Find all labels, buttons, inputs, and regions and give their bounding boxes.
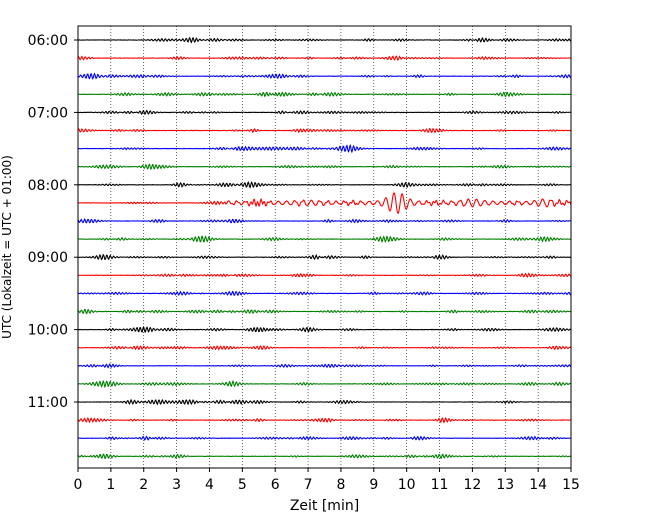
seismic-trace (77, 218, 572, 224)
x-axis-ticks: 0 1 2 3 4 5 6 7 8 9 10 11 12 13 14 15 (74, 468, 580, 493)
y-tick-label: 07:00 (28, 105, 68, 121)
y-tick-label: 10:00 (28, 323, 68, 339)
x-tick-label: 11 (431, 477, 449, 493)
x-tick-label: 12 (463, 477, 481, 493)
y-tick-label: 09:00 (28, 250, 68, 266)
x-tick-label: 2 (139, 477, 148, 493)
x-tick-label: 4 (205, 477, 214, 493)
seismic-trace (77, 398, 572, 406)
seismic-trace (77, 435, 572, 441)
x-tick-label: 3 (172, 477, 181, 493)
seismic-trace (77, 272, 572, 279)
seismic-trace (77, 417, 572, 424)
x-tick-label: 13 (496, 477, 514, 493)
seismic-traces (77, 36, 572, 460)
seismic-trace (77, 379, 572, 389)
x-tick-label: 9 (369, 477, 378, 493)
seismic-trace (77, 72, 572, 80)
seismic-trace (77, 143, 572, 154)
seismic-trace (77, 91, 572, 98)
seismic-trace (77, 363, 572, 369)
x-tick-label: 5 (238, 477, 247, 493)
x-tick-label: 6 (271, 477, 280, 493)
seismic-trace (77, 180, 572, 189)
x-tick-label: 0 (74, 477, 83, 493)
x-tick-label: 15 (562, 477, 580, 493)
seismic-trace (77, 326, 572, 333)
seismic-trace (77, 163, 572, 171)
x-tick-label: 8 (336, 477, 345, 493)
plot-frame (77, 25, 572, 469)
y-tick-label: 08:00 (28, 178, 68, 194)
x-tick-label: 1 (106, 477, 115, 493)
y-tick-label: 11:00 (28, 395, 68, 411)
seismic-trace (78, 36, 572, 44)
seismic-trace (77, 110, 572, 115)
seismic-trace (77, 345, 572, 351)
seismic-trace (77, 192, 572, 214)
x-tick-label: 14 (529, 477, 547, 493)
seismic-trace (77, 253, 572, 261)
plot-background (78, 26, 571, 468)
y-axis-title: UTC (Lokalzeit = UTC + 01:00) (0, 155, 14, 339)
seismic-trace (77, 290, 572, 297)
y-axis-ticks: 06:00 07:00 08:00 09:00 10:00 11:00 (28, 33, 78, 411)
seismic-trace (77, 308, 572, 315)
seismic-trace (77, 235, 572, 244)
seismic-trace (77, 55, 572, 61)
x-tick-label: 10 (398, 477, 416, 493)
y-tick-label: 06:00 (28, 33, 68, 49)
seismic-trace (77, 453, 572, 460)
seismic-trace (77, 127, 572, 134)
x-tick-label: 7 (304, 477, 313, 493)
x-axis-title: Zeit [min] (290, 498, 359, 514)
